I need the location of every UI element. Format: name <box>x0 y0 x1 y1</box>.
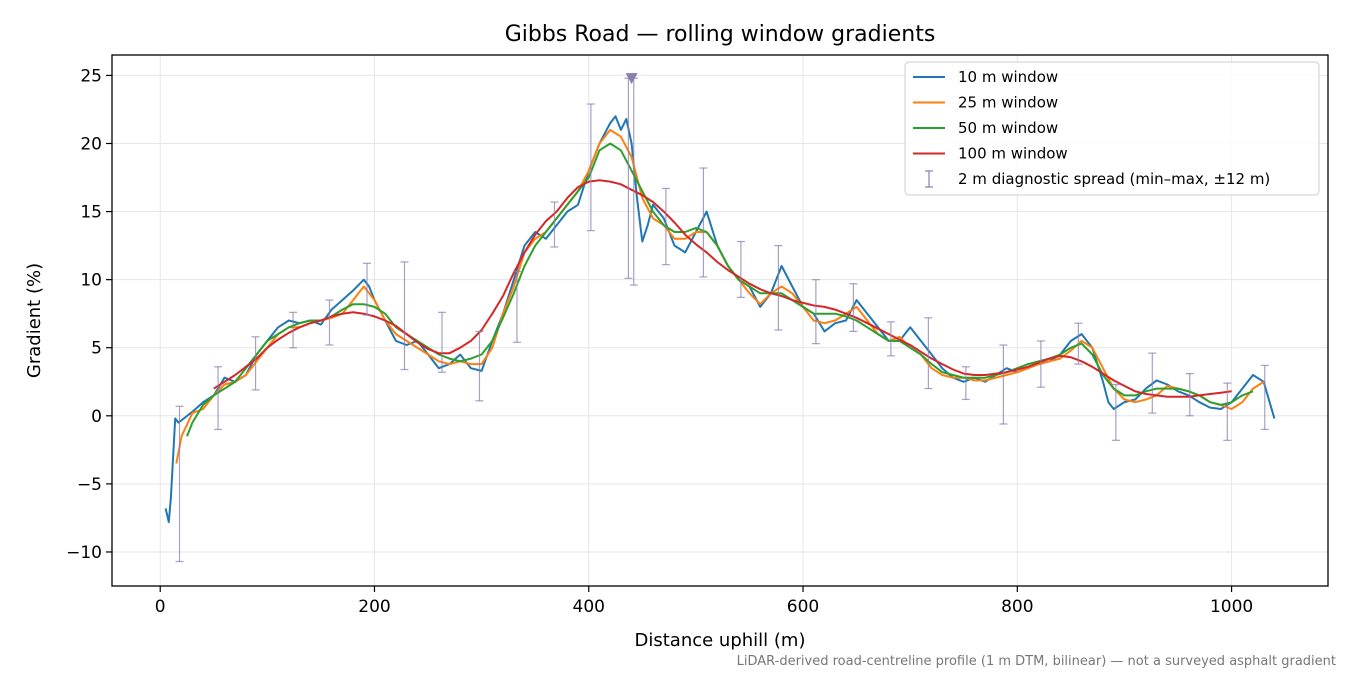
legend-item: 2 m diagnostic spread (min–max, ±12 m) <box>925 170 1270 188</box>
error-bar <box>1185 373 1194 417</box>
error-bar <box>811 279 820 345</box>
y-tick-label: 20 <box>80 135 102 155</box>
error-bar <box>1074 322 1083 365</box>
legend-item: 25 m window <box>913 94 1058 112</box>
error-bar <box>736 240 745 298</box>
legend-box <box>904 61 1320 196</box>
error-bar <box>586 103 595 232</box>
error-bar <box>661 187 670 266</box>
plot-frame <box>111 54 1329 587</box>
x-tick-label: 0 <box>155 597 166 617</box>
error-bar <box>849 283 858 332</box>
chart-title: Gibbs Road — rolling window gradients <box>505 22 936 47</box>
error-bar <box>325 299 334 346</box>
legend-label: 50 m window <box>958 119 1058 137</box>
y-tick-label: 15 <box>80 203 102 223</box>
error-bar <box>437 311 446 373</box>
y-tick-label: −10 <box>66 543 102 563</box>
legend-label: 100 m window <box>958 145 1068 163</box>
error-bar <box>1260 364 1269 431</box>
y-tick-label: 25 <box>80 66 102 86</box>
x-tick-label: 800 <box>1001 597 1033 617</box>
error-bar <box>1111 383 1120 441</box>
error-bar <box>550 201 559 248</box>
peak-marker <box>625 73 638 85</box>
axis-ticks: 0 200 400 600 800 1000 −10 −5 0 5 10 15 20 25 <box>66 66 1253 617</box>
x-tick-label: 1000 <box>1210 597 1253 617</box>
error-bar <box>475 330 484 402</box>
error-bar <box>699 167 708 278</box>
legend-label: 25 m window <box>958 94 1058 112</box>
legend-label: 2 m diagnostic spread (min–max, ±12 m) <box>958 170 1270 188</box>
error-bar <box>924 317 933 390</box>
x-tick-label: 400 <box>573 597 605 617</box>
x-axis-label: Distance uphill (m) <box>635 630 806 651</box>
error-bar <box>214 366 223 431</box>
error-bar <box>999 344 1008 425</box>
error-bar <box>362 262 371 316</box>
y-tick-label: 5 <box>91 339 102 359</box>
legend-item: 100 m window <box>913 145 1068 163</box>
error-bar <box>175 405 184 563</box>
y-axis-label: Gradient (%) <box>24 263 45 378</box>
error-bar <box>1148 352 1157 414</box>
x-tick-label: 600 <box>787 597 819 617</box>
footnote: LiDAR-derived road-centreline profile (1… <box>736 654 1336 669</box>
series-line <box>213 179 1232 398</box>
error-bar <box>289 311 298 349</box>
legend-label: 10 m window <box>958 68 1058 86</box>
error-bar <box>400 261 409 371</box>
y-tick-label: −5 <box>77 475 102 495</box>
error-bar <box>1036 340 1045 388</box>
x-tick-label: 200 <box>358 597 390 617</box>
error-bar <box>1223 382 1232 441</box>
legend-item: 50 m window <box>913 119 1058 137</box>
series-line <box>186 142 1254 437</box>
error-bar <box>624 77 633 279</box>
error-bar <box>886 321 895 357</box>
y-tick-label: 0 <box>91 407 102 427</box>
error-bar <box>961 366 970 401</box>
error-bar <box>251 336 260 391</box>
legend: 10 m window 25 m window 50 m window 100 m w… <box>904 61 1320 196</box>
diagnostic-spread-bars <box>175 77 1269 563</box>
peak-marker-triangle <box>625 73 638 85</box>
y-tick-label: 10 <box>80 271 102 291</box>
gradient-chart: 0 200 400 600 800 1000 −10 −5 0 5 10 15 20 25 Gibbs R… <box>24 22 1329 651</box>
error-bar <box>512 270 521 343</box>
legend-item: 10 m window <box>913 68 1058 86</box>
error-bar <box>774 245 783 331</box>
